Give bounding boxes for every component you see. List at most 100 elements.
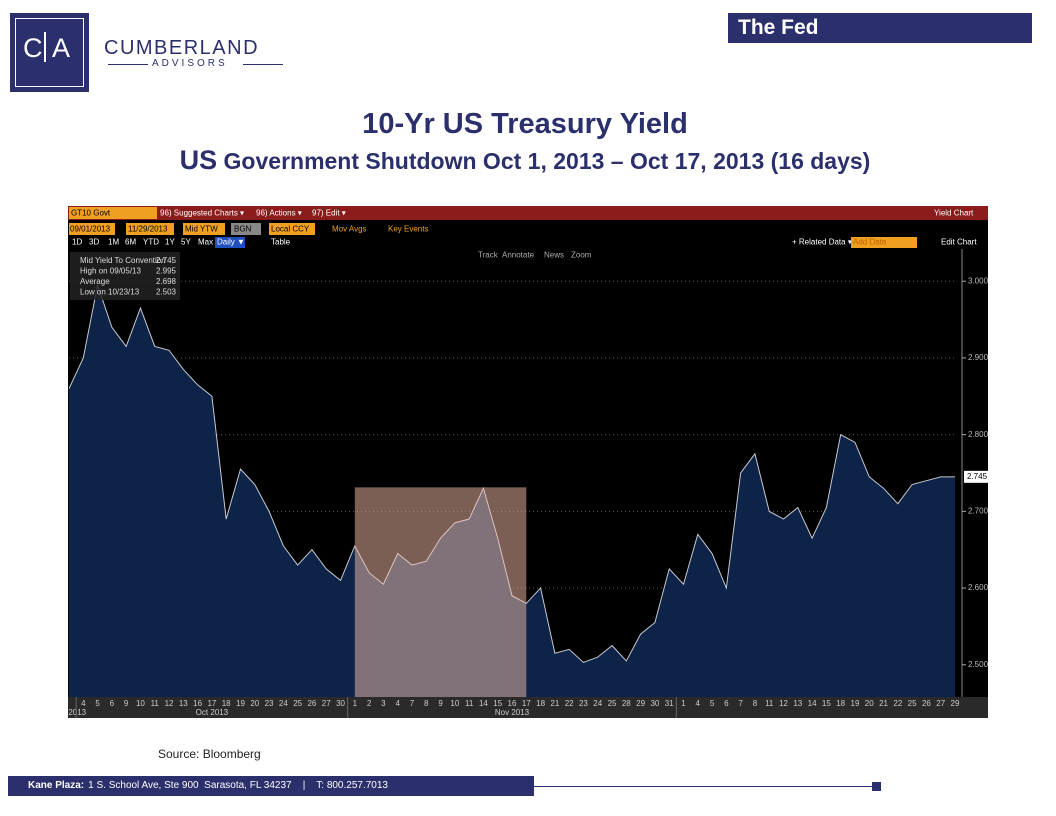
x-tick-label: 7 — [410, 699, 415, 708]
rule — [243, 64, 283, 65]
footer-text: 1 S. School Ave, Ste 900 Sarasota, FL 34… — [88, 780, 388, 791]
last-value-label: 2.745 — [967, 472, 988, 481]
x-tick-label: 16 — [508, 699, 517, 708]
period: 5Y — [181, 238, 191, 247]
frequency: Daily ▼ — [217, 238, 245, 247]
x-tick-label: 15 — [822, 699, 831, 708]
period: 3D — [89, 238, 99, 247]
x-tick-label: 29 — [636, 699, 645, 708]
footer: Kane Plaza: 1 S. School Ave, Ste 900 Sara… — [8, 776, 534, 796]
x-tick-label: 11 — [765, 699, 774, 708]
shutdown-shade — [354, 487, 527, 697]
field-box — [126, 223, 174, 235]
menu-bar — [68, 206, 988, 220]
x-tick-label: 30 — [336, 699, 345, 708]
x-tick-label: 13 — [793, 699, 802, 708]
x-tick-label: 6 — [110, 699, 115, 708]
x-tick-label: 7 — [738, 699, 743, 708]
tool: Track — [478, 251, 499, 260]
x-tick-label: 16 — [193, 699, 202, 708]
x-tick-label: 21 — [550, 699, 559, 708]
x-tick-label: 8 — [753, 699, 758, 708]
y-tick-label: 2.800 — [968, 430, 988, 439]
subtitle-lead: US — [179, 145, 218, 175]
x-tick-label: 19 — [851, 699, 860, 708]
edit-chart: Edit Chart — [941, 238, 977, 247]
legend-value: 2.995 — [156, 267, 177, 276]
menu-item: 96) Actions ▾ — [256, 209, 302, 218]
x-tick-label: 25 — [908, 699, 917, 708]
option: Mov Avgs — [332, 225, 367, 234]
x-tick-label: 18 — [222, 699, 231, 708]
y-tick-label: 2.900 — [968, 353, 988, 362]
period: 6M — [125, 238, 136, 247]
field-box — [269, 223, 315, 235]
company-name: CUMBERLAND — [104, 37, 260, 59]
x-tick-label: 15 — [493, 699, 502, 708]
legend-label: High on 09/05/13 — [80, 267, 141, 276]
subtitle-text: Government Shutdown Oct 1, 2013 – Oct 17… — [223, 148, 871, 174]
x-tick-label: 27 — [936, 699, 945, 708]
x-tick-label: 4 — [696, 699, 701, 708]
x-tick-label: 19 — [236, 699, 245, 708]
legend-label: Mid Yield To Convention — [80, 256, 166, 265]
field: Mid YTW — [185, 225, 218, 234]
x-tick-label: 10 — [136, 699, 145, 708]
x-tick-label: 30 — [650, 699, 659, 708]
field-box — [69, 223, 115, 235]
logo-letter: C — [23, 33, 43, 63]
area — [69, 285, 955, 697]
add-data: Add Data — [853, 238, 887, 247]
chart-kind: Yield Chart — [934, 209, 974, 218]
y-tick-label: 3.000 — [968, 276, 988, 285]
x-tick-label: 21 — [879, 699, 888, 708]
field-box — [183, 223, 225, 235]
ticker: GT10 Govt — [71, 209, 111, 218]
x-tick-label: 22 — [893, 699, 902, 708]
x-axis-strip — [68, 697, 988, 718]
x-tick-label: 13 — [179, 699, 188, 708]
x-tick-label: 12 — [165, 699, 174, 708]
footer-rule — [534, 786, 872, 787]
x-tick-label: 11 — [465, 699, 474, 708]
related-data: + Related Data ▾ — [792, 238, 852, 247]
x-tick-label: 6 — [724, 699, 729, 708]
x-tick-label: 4 — [81, 699, 86, 708]
y-tick-label: 2.700 — [968, 506, 988, 515]
x-tick-label: 23 — [579, 699, 588, 708]
x-tick-label: 26 — [307, 699, 316, 708]
x-tick-label: 27 — [322, 699, 331, 708]
legend-value: 2.503 — [156, 288, 177, 297]
tool: Zoom — [571, 251, 592, 260]
legend-value: 2.698 — [156, 277, 177, 286]
logo-letter: A — [52, 33, 71, 63]
legend-label: Average — [80, 277, 110, 286]
x-tick-label: 1 — [681, 699, 686, 708]
title: 10-Yr US Treasury Yield — [362, 108, 688, 140]
month-label: Nov 2013 — [495, 708, 530, 717]
source-field: BGN — [234, 225, 252, 234]
x-tick-label: 24 — [279, 699, 288, 708]
x-tick-label: 9 — [438, 699, 443, 708]
x-tick-label: 14 — [479, 699, 488, 708]
y-tick-label: 2.500 — [968, 660, 988, 669]
x-tick-label: 12 — [779, 699, 788, 708]
legend-value: 2.745 — [156, 256, 177, 265]
period: 1Y — [165, 238, 175, 247]
x-tick-label: 24 — [593, 699, 602, 708]
field-box — [215, 237, 245, 248]
footer-label: Kane Plaza: — [28, 780, 85, 791]
footer-square — [872, 782, 881, 791]
x-tick-label: 5 — [710, 699, 715, 708]
x-tick-label: 29 — [951, 699, 960, 708]
y-tick-label: 2.600 — [968, 583, 988, 592]
x-tick-label: 8 — [424, 699, 429, 708]
option: Key Events — [388, 225, 428, 234]
x-tick-label: 28 — [622, 699, 631, 708]
start-date: 09/01/2013 — [70, 225, 111, 234]
tool: Annotate — [502, 251, 535, 260]
x-tick-label: 20 — [865, 699, 874, 708]
rule — [108, 64, 148, 65]
period: YTD — [143, 238, 159, 247]
x-tick-label: 26 — [922, 699, 931, 708]
